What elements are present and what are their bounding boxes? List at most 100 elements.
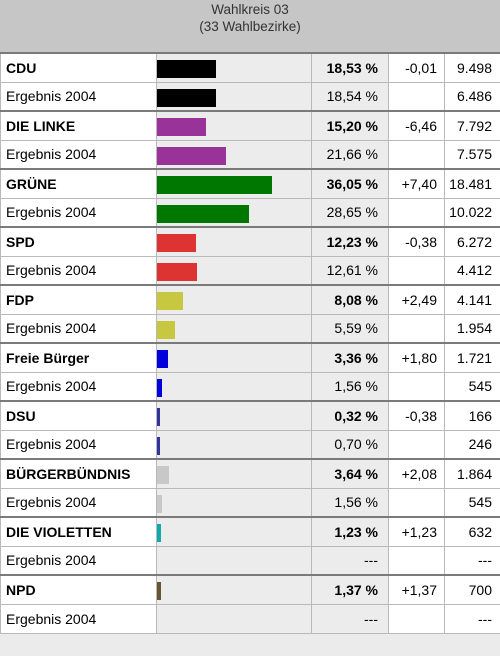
difference-value xyxy=(388,197,445,228)
bar-cell xyxy=(156,400,312,431)
difference-value xyxy=(388,313,445,344)
result-bar xyxy=(157,176,272,194)
percent-value: 36,05 % xyxy=(311,168,389,199)
difference-value: -0,38 xyxy=(388,226,445,257)
result-bar xyxy=(157,494,162,513)
result-bar xyxy=(157,118,206,136)
result-bar xyxy=(157,582,161,600)
votes-value: 166 xyxy=(444,400,500,431)
result-bar xyxy=(157,378,162,397)
previous-result-label: Ergebnis 2004 xyxy=(0,487,157,518)
result-bar xyxy=(157,466,169,484)
party-row: BÜRGERBÜNDNIS 3,64 % +2,08 1.864 xyxy=(0,458,500,489)
party-row: DIE VIOLETTEN 1,23 % +1,23 632 xyxy=(0,516,500,547)
party-name: BÜRGERBÜNDNIS xyxy=(0,458,157,489)
previous-result-label: Ergebnis 2004 xyxy=(0,139,157,170)
percent-value: 1,56 % xyxy=(311,371,389,402)
results-table: CDU 18,53 % -0,01 9.498 Ergebnis 2004 18,54 %… xyxy=(0,52,500,634)
previous-result-row: Ergebnis 2004 0,70 % 246 xyxy=(0,429,500,460)
difference-value xyxy=(388,429,445,460)
percent-value: 0,70 % xyxy=(311,429,389,460)
bar-cell xyxy=(156,110,312,141)
party-row: DIE LINKE 15,20 % -6,46 7.792 xyxy=(0,110,500,141)
bar-cell xyxy=(156,168,312,199)
previous-result-label: Ergebnis 2004 xyxy=(0,371,157,402)
result-bar xyxy=(157,60,216,78)
party-row: CDU 18,53 % -0,01 9.498 xyxy=(0,52,500,83)
percent-value: 3,64 % xyxy=(311,458,389,489)
votes-value: --- xyxy=(444,603,500,634)
difference-value: +2,08 xyxy=(388,458,445,489)
previous-result-label: Ergebnis 2004 xyxy=(0,429,157,460)
votes-value: 4.141 xyxy=(444,284,500,315)
difference-value: -0,38 xyxy=(388,400,445,431)
percent-value: 15,20 % xyxy=(311,110,389,141)
difference-value xyxy=(388,487,445,518)
bar-cell xyxy=(156,371,312,402)
difference-value xyxy=(388,603,445,634)
votes-value: 10.022 xyxy=(444,197,500,228)
percent-value: 28,65 % xyxy=(311,197,389,228)
percent-value: 5,59 % xyxy=(311,313,389,344)
percent-value: 0,32 % xyxy=(311,400,389,431)
previous-result-row: Ergebnis 2004 12,61 % 4.412 xyxy=(0,255,500,286)
bar-cell xyxy=(156,603,312,634)
previous-result-row: Ergebnis 2004 --- --- xyxy=(0,545,500,576)
bar-cell xyxy=(156,284,312,315)
previous-result-row: Ergebnis 2004 1,56 % 545 xyxy=(0,371,500,402)
party-name: DSU xyxy=(0,400,157,431)
result-bar xyxy=(157,350,168,368)
votes-value: 6.486 xyxy=(444,81,500,112)
bar-cell xyxy=(156,255,312,286)
bar-cell xyxy=(156,81,312,112)
votes-value: 7.575 xyxy=(444,139,500,170)
bar-cell xyxy=(156,487,312,518)
bar-cell xyxy=(156,139,312,170)
difference-value: -6,46 xyxy=(388,110,445,141)
previous-result-row: Ergebnis 2004 21,66 % 7.575 xyxy=(0,139,500,170)
difference-value: +2,49 xyxy=(388,284,445,315)
bar-cell xyxy=(156,342,312,373)
difference-value: -0,01 xyxy=(388,52,445,83)
votes-value: 7.792 xyxy=(444,110,500,141)
party-name: NPD xyxy=(0,574,157,605)
party-row: Freie Bürger 3,36 % +1,80 1.721 xyxy=(0,342,500,373)
percent-value: 8,08 % xyxy=(311,284,389,315)
party-name: SPD xyxy=(0,226,157,257)
result-bar xyxy=(157,88,216,107)
difference-value xyxy=(388,371,445,402)
difference-value xyxy=(388,139,445,170)
percent-value: 1,56 % xyxy=(311,487,389,518)
bar-cell xyxy=(156,52,312,83)
previous-result-label: Ergebnis 2004 xyxy=(0,603,157,634)
previous-result-row: Ergebnis 2004 --- --- xyxy=(0,603,500,634)
difference-value: +1,80 xyxy=(388,342,445,373)
previous-result-label: Ergebnis 2004 xyxy=(0,313,157,344)
percent-value: --- xyxy=(311,603,389,634)
previous-result-label: Ergebnis 2004 xyxy=(0,255,157,286)
result-bar xyxy=(157,234,196,252)
difference-value xyxy=(388,255,445,286)
votes-value: 9.498 xyxy=(444,52,500,83)
bar-cell xyxy=(156,516,312,547)
votes-value: 545 xyxy=(444,487,500,518)
votes-value: 1.721 xyxy=(444,342,500,373)
chart-subtitle: (33 Wahlbezirke) xyxy=(199,19,301,34)
previous-result-label: Ergebnis 2004 xyxy=(0,197,157,228)
difference-value: +7,40 xyxy=(388,168,445,199)
result-bar xyxy=(157,204,249,223)
difference-value xyxy=(388,545,445,576)
party-row: NPD 1,37 % +1,37 700 xyxy=(0,574,500,605)
votes-value: 1.954 xyxy=(444,313,500,344)
votes-value: 4.412 xyxy=(444,255,500,286)
votes-value: 18.481 xyxy=(444,168,500,199)
party-row: DSU 0,32 % -0,38 166 xyxy=(0,400,500,431)
chart-title: Wahlkreis 03 xyxy=(211,2,289,17)
party-row: FDP 8,08 % +2,49 4.141 xyxy=(0,284,500,315)
party-name: GRÜNE xyxy=(0,168,157,199)
chart-header: Wahlkreis 03 (33 Wahlbezirke) xyxy=(0,0,500,52)
percent-value: 3,36 % xyxy=(311,342,389,373)
result-bar xyxy=(157,146,226,165)
result-bar xyxy=(157,524,161,542)
bar-cell xyxy=(156,226,312,257)
